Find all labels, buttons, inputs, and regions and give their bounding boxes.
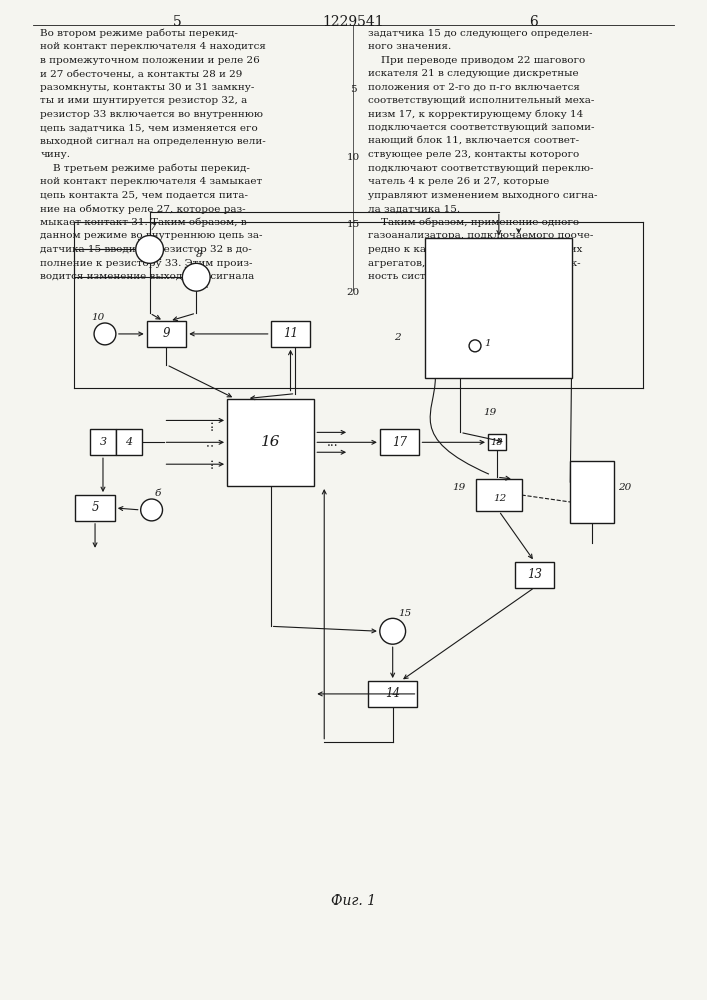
Bar bbox=[368, 681, 418, 707]
Text: 10: 10 bbox=[91, 313, 105, 322]
Text: резистор 33 включается во внутреннюю: резистор 33 включается во внутреннюю bbox=[40, 110, 264, 119]
Bar bbox=[476, 479, 522, 511]
Text: полнение к резистору 33. Этим произ-: полнение к резистору 33. Этим произ- bbox=[40, 259, 253, 268]
Text: 1229541: 1229541 bbox=[322, 15, 385, 29]
Text: разомкнуты, контакты 30 и 31 замкну-: разомкнуты, контакты 30 и 31 замкну- bbox=[40, 83, 255, 92]
Bar bbox=[227, 399, 315, 486]
Text: мыкает контакт 31. Таким образом, в: мыкает контакт 31. Таким образом, в bbox=[40, 218, 247, 227]
Text: ной контакт переключателя 4 находится: ной контакт переключателя 4 находится bbox=[40, 42, 267, 51]
Text: водится изменение выходного сигнала: водится изменение выходного сигнала bbox=[40, 272, 255, 281]
Text: ...: ... bbox=[203, 419, 216, 430]
Bar bbox=[426, 238, 572, 378]
Bar bbox=[90, 429, 116, 455]
Bar bbox=[116, 429, 141, 455]
Text: данном режиме во внутреннюю цепь за-: данном режиме во внутреннюю цепь за- bbox=[40, 232, 263, 240]
Text: газоанализатора, подключаемого пооче-: газоанализатора, подключаемого пооче- bbox=[368, 232, 593, 240]
Circle shape bbox=[469, 340, 481, 352]
Text: 14: 14 bbox=[385, 687, 400, 700]
Text: соответствующий исполнительный меха-: соответствующий исполнительный меха- bbox=[368, 96, 595, 105]
Text: 13: 13 bbox=[527, 568, 542, 581]
Text: 15: 15 bbox=[399, 609, 412, 618]
Text: агрегатов, позволяет повысить надеж-: агрегатов, позволяет повысить надеж- bbox=[368, 259, 580, 268]
Circle shape bbox=[141, 499, 163, 521]
Text: 5: 5 bbox=[91, 501, 99, 514]
Text: 5: 5 bbox=[173, 15, 182, 29]
Text: ты и ими шунтируется резистор 32, а: ты и ими шунтируется резистор 32, а bbox=[40, 96, 247, 105]
Text: При переводе приводом 22 шагового: При переводе приводом 22 шагового bbox=[368, 56, 585, 65]
Circle shape bbox=[94, 323, 116, 345]
Text: ла задатчика 15.: ла задатчика 15. bbox=[368, 204, 460, 213]
Text: 11: 11 bbox=[283, 327, 298, 340]
Text: 18: 18 bbox=[491, 438, 503, 447]
Text: ствующее реле 23, контакты которого: ствующее реле 23, контакты которого bbox=[368, 150, 579, 159]
Text: б: б bbox=[155, 489, 161, 498]
Text: 15: 15 bbox=[346, 220, 360, 229]
Text: 6: 6 bbox=[530, 15, 538, 29]
Text: редно к каждому из теплотехнических: редно к каждому из теплотехнических bbox=[368, 245, 583, 254]
Text: цепь контакта 25, чем подается пита-: цепь контакта 25, чем подается пита- bbox=[40, 191, 248, 200]
Text: 19: 19 bbox=[452, 483, 465, 492]
Text: нающий блок 11, включается соответ-: нающий блок 11, включается соответ- bbox=[368, 137, 579, 146]
Circle shape bbox=[182, 263, 210, 291]
Text: цепь задатчика 15, чем изменяется его: цепь задатчика 15, чем изменяется его bbox=[40, 123, 258, 132]
Text: В третьем режиме работы перекид-: В третьем режиме работы перекид- bbox=[40, 164, 250, 173]
Text: 9: 9 bbox=[163, 327, 170, 340]
Text: 20: 20 bbox=[618, 483, 631, 492]
Text: 7: 7 bbox=[149, 223, 156, 232]
Text: низм 17, к корректирующему блоку 14: низм 17, к корректирующему блоку 14 bbox=[368, 110, 583, 119]
Text: Фиг. 1: Фиг. 1 bbox=[330, 894, 375, 908]
Text: 12: 12 bbox=[493, 494, 506, 503]
Text: выходной сигнал на определенную вели-: выходной сигнал на определенную вели- bbox=[40, 137, 267, 146]
Text: 17: 17 bbox=[392, 436, 407, 449]
Bar bbox=[488, 434, 506, 450]
Text: подключают соответствующий переклю-: подключают соответствующий переклю- bbox=[368, 164, 593, 173]
Text: 3: 3 bbox=[100, 437, 107, 447]
Text: ность системы регулирования.: ность системы регулирования. bbox=[368, 272, 538, 281]
Text: 1: 1 bbox=[484, 339, 491, 348]
Text: 4: 4 bbox=[125, 437, 132, 447]
Text: 2: 2 bbox=[394, 333, 400, 342]
Text: 8: 8 bbox=[196, 250, 202, 259]
Text: подключается соответствующий запоми-: подключается соответствующий запоми- bbox=[368, 123, 595, 132]
Bar bbox=[75, 495, 115, 521]
Text: чину.: чину. bbox=[40, 150, 71, 159]
Circle shape bbox=[380, 618, 406, 644]
Text: 19: 19 bbox=[483, 408, 496, 417]
Text: положения от 2-го до п-го включается: положения от 2-го до п-го включается bbox=[368, 83, 580, 92]
Text: 10: 10 bbox=[346, 153, 360, 162]
Text: 16: 16 bbox=[261, 435, 281, 449]
Text: управляют изменением выходного сигна-: управляют изменением выходного сигна- bbox=[368, 191, 597, 200]
Text: датчика 15 вводится резистор 32 в до-: датчика 15 вводится резистор 32 в до- bbox=[40, 245, 252, 254]
Text: ние на обмотку реле 27, которое раз-: ние на обмотку реле 27, которое раз- bbox=[40, 204, 246, 214]
Text: чатель 4 к реле 26 и 27, которые: чатель 4 к реле 26 и 27, которые bbox=[368, 177, 549, 186]
Circle shape bbox=[136, 235, 163, 263]
Bar bbox=[515, 562, 554, 588]
Bar bbox=[380, 429, 419, 455]
Bar bbox=[146, 321, 187, 347]
Text: Во втором режиме работы перекид-: Во втором режиме работы перекид- bbox=[40, 29, 238, 38]
Text: задатчика 15 до следующего определен-: задатчика 15 до следующего определен- bbox=[368, 29, 592, 38]
Text: :: : bbox=[203, 442, 216, 446]
Text: 5: 5 bbox=[350, 85, 356, 94]
Text: 20: 20 bbox=[346, 288, 360, 297]
Text: в промежуточном положении и реле 26: в промежуточном положении и реле 26 bbox=[40, 56, 260, 65]
Text: и 27 обесточены, а контакты 28 и 29: и 27 обесточены, а контакты 28 и 29 bbox=[40, 69, 243, 78]
Bar bbox=[571, 461, 614, 523]
Text: ...: ... bbox=[203, 456, 216, 468]
Text: Таким образом, применение одного: Таким образом, применение одного bbox=[368, 218, 579, 227]
Bar bbox=[271, 321, 310, 347]
Text: ной контакт переключателя 4 замыкает: ной контакт переключателя 4 замыкает bbox=[40, 177, 263, 186]
Text: ...: ... bbox=[327, 436, 339, 449]
Text: искателя 21 в следующие дискретные: искателя 21 в следующие дискретные bbox=[368, 69, 578, 78]
Text: ного значения.: ного значения. bbox=[368, 42, 451, 51]
